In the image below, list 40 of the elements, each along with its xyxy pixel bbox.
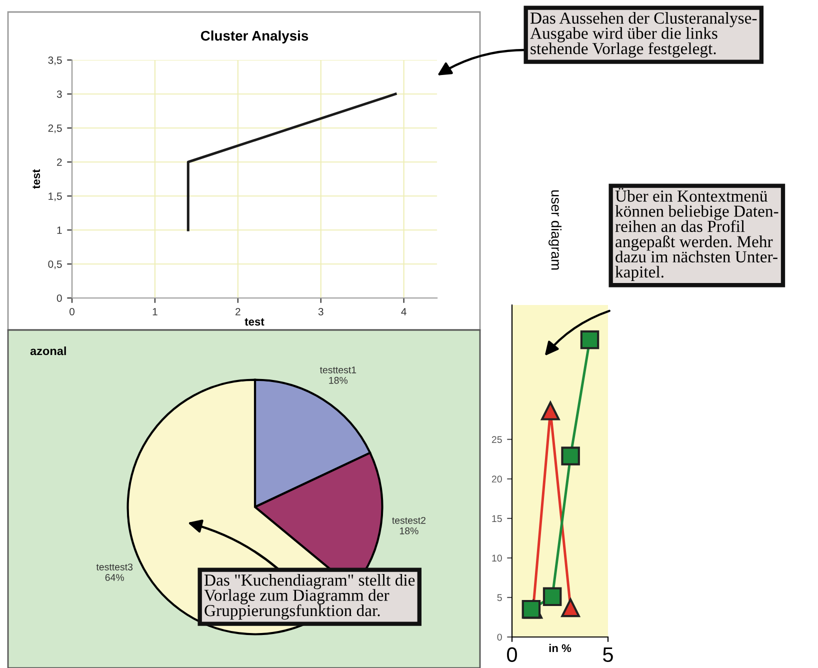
point — [542, 587, 562, 606]
y-tick-label: 20 — [492, 476, 502, 483]
text: Das Aussehen der Clusteranalyse- Ausgabe wird über die links stehende Vorlage festgelegt. — [530, 12, 757, 58]
x-tick-label: 4 — [401, 308, 406, 316]
point — [561, 446, 580, 466]
y-tick-label: 3 — [56, 90, 62, 98]
chart-title: user diagram — [548, 190, 562, 270]
point — [541, 402, 560, 420]
y-tick-label: 5 — [497, 594, 502, 602]
y-axis-title: test — [32, 169, 40, 189]
y-tick-label: 0 — [497, 634, 502, 641]
x-tick-label: 3 — [318, 308, 324, 316]
chart-title: Cluster Analysis — [200, 30, 308, 44]
y-tick-label: 2 — [57, 158, 62, 166]
point — [561, 598, 580, 618]
text: Das "Kuchendiagram" stellt die Vorlage zum Diagramm der Gruppierungsfunktion dar. — [204, 574, 415, 620]
data-label: 18% — [329, 376, 348, 384]
x-axis-title: test — [244, 318, 264, 326]
slice-label: testtest1 — [320, 366, 356, 374]
y-tick-label: 1,5 — [48, 192, 62, 202]
y-tick-label: 0 — [56, 294, 62, 302]
y-tick-label: 0,5 — [48, 260, 62, 270]
chart-title: azonal — [30, 346, 66, 356]
x-tick-label: 0 — [70, 308, 74, 316]
data-label: 18% — [400, 527, 418, 534]
y-tick-label: 3,5 — [48, 56, 62, 66]
point — [580, 330, 600, 350]
text: Über ein Kontextmenü können beliebige Daten- reihen an das Profil angepaßt werden. Mehr dazu im nächsten Unter- kapitel. — [615, 188, 778, 281]
y-tick-label: 10 — [492, 554, 502, 562]
y-tick-label: 2,5 — [48, 124, 62, 134]
x-tick-label: 2 — [236, 308, 240, 316]
slice-label: testest2 — [392, 516, 426, 524]
point — [522, 600, 541, 619]
slice-label: testtest3 — [96, 564, 133, 570]
y-tick-label: 15 — [492, 515, 502, 522]
x-axis-title: in % — [549, 644, 572, 652]
y-tick-label: 1 — [57, 226, 62, 234]
x-tick-label: 1 — [152, 308, 158, 316]
y-tick-label: 25 — [492, 436, 502, 443]
data-label: 64% — [105, 574, 124, 581]
